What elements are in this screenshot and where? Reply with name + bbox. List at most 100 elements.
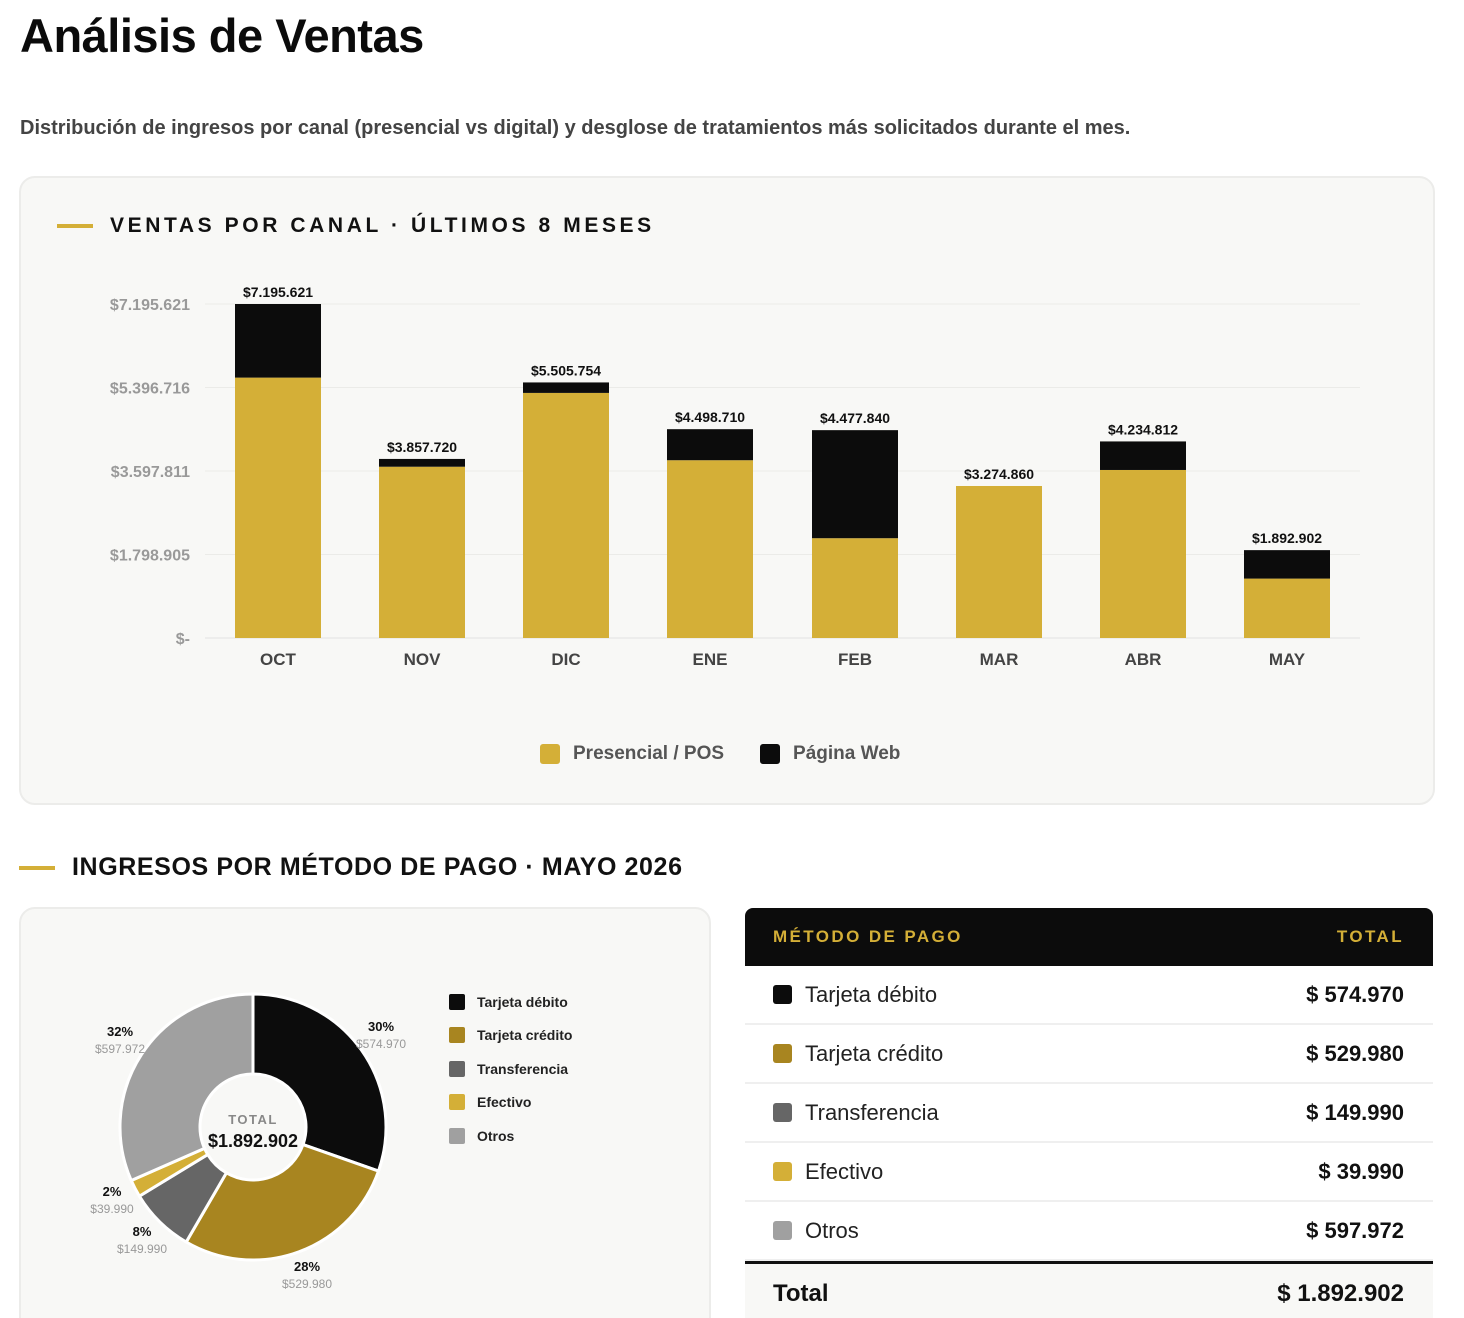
legend-label-web: Página Web [793, 743, 901, 764]
bar-web [379, 458, 465, 467]
section-accent-bar [19, 865, 55, 870]
donut-legend-item[interactable]: Otros [449, 1119, 572, 1153]
donut-legend-swatch [449, 1094, 465, 1111]
bar-total-label: $7.195.621 [243, 284, 313, 300]
table-header: MÉTODO DE PAGO TOTAL [745, 908, 1433, 966]
slice-percent-label: 8% [133, 1224, 152, 1239]
bar-presencial [667, 460, 753, 638]
section-accent-bar [57, 224, 93, 228]
bar-web [667, 429, 753, 461]
bar-web [1100, 441, 1186, 470]
row-swatch [773, 1162, 792, 1181]
x-tick-label: ABR [1125, 650, 1162, 669]
table-row[interactable]: Efectivo $ 39.990 [745, 1143, 1433, 1202]
donut-legend-label: Transferencia [477, 1060, 569, 1077]
bar-total-label: $4.498.710 [675, 409, 745, 425]
slice-amount-label: $597.972 [95, 1042, 145, 1056]
legend-swatch-web [760, 744, 781, 764]
donut-slice [184, 1142, 381, 1262]
channel-section-title: VENTAS POR CANAL · ÚLTIMOS 8 MESES [110, 214, 655, 237]
donut-legend-swatch [449, 993, 465, 1010]
slice-amount-label: $39.990 [90, 1202, 134, 1216]
page-title: Análisis de Ventas [20, 9, 424, 62]
x-tick-label: DIC [551, 650, 580, 669]
slice-percent-label: 2% [103, 1184, 122, 1199]
bar-total-label: $3.857.720 [387, 439, 457, 455]
slice-amount-label: $529.980 [282, 1277, 332, 1291]
donut-center-label: TOTAL [228, 1112, 278, 1127]
bar-presencial [235, 377, 321, 638]
row-swatch [773, 1103, 792, 1122]
total-value: $ 1.892.902 [1277, 1279, 1404, 1307]
row-method: Tarjeta débito [805, 981, 938, 1007]
row-swatch [773, 1044, 792, 1063]
donut-legend-item[interactable]: Transferencia [449, 1052, 572, 1086]
bar-total-label: $5.505.754 [531, 362, 601, 378]
y-tick-label: $1.798.905 [110, 548, 190, 565]
donut-legend-item[interactable]: Tarjeta crédito [449, 1019, 572, 1053]
donut-slice [118, 992, 255, 1183]
header-total: TOTAL [1336, 927, 1404, 946]
row-method: Otros [805, 1217, 859, 1243]
channel-bar-chart: $- $1.798.905 $3.597.811 $5.396.716 $7.195.6… [110, 284, 1360, 669]
donut-center-value: $1.892.902 [208, 1131, 298, 1151]
bar-presencial [523, 392, 609, 638]
bar-presencial [812, 538, 898, 638]
row-total: $ 574.970 [1306, 981, 1404, 1007]
page-subtitle: Distribución de ingresos por canal (pres… [20, 117, 1131, 139]
slice-amount-label: $574.970 [356, 1037, 406, 1051]
slice-percent-label: 28% [294, 1259, 320, 1274]
payment-section-header: INGRESOS POR MÉTODO DE PAGO · MAYO 2026 [19, 853, 683, 882]
donut-legend-label: Efectivo [477, 1094, 532, 1111]
row-total: $ 529.980 [1306, 1040, 1404, 1066]
legend-label-presencial: Presencial / POS [573, 743, 725, 764]
bar-web [235, 304, 321, 378]
donut-legend-label: Tarjeta crédito [477, 1027, 573, 1044]
slice-amount-label: $149.990 [117, 1242, 167, 1256]
legend-item-presencial[interactable]: Presencial / POS [540, 743, 724, 765]
bar-total-label: $1.892.902 [1252, 530, 1322, 546]
row-method: Efectivo [805, 1158, 884, 1184]
row-method: Tarjeta crédito [805, 1040, 944, 1066]
bar-total-label: $4.234.812 [1108, 421, 1178, 437]
y-tick-label: $5.396.716 [110, 381, 190, 398]
channel-section-header: VENTAS POR CANAL · ÚLTIMOS 8 MESES [57, 214, 655, 238]
legend-swatch-presencial [540, 744, 560, 764]
header-method: MÉTODO DE PAGO [773, 927, 963, 946]
row-method: Transferencia [805, 1099, 939, 1125]
donut-legend-swatch [449, 1060, 465, 1077]
x-tick-label: ENE [693, 650, 728, 669]
payment-method-table: MÉTODO DE PAGO TOTAL Tarjeta débito $ 57… [745, 908, 1433, 1318]
x-tick-label: OCT [260, 650, 297, 669]
donut-legend-item[interactable]: Efectivo [449, 1086, 572, 1120]
bar-presencial [1244, 578, 1330, 638]
bar-total-label: $4.477.840 [820, 410, 890, 426]
table-row[interactable]: Transferencia $ 149.990 [745, 1084, 1433, 1143]
payment-donut-chart: 30% $574.970 28% $529.980 8% $149.990 2% $39.99… [90, 992, 406, 1291]
payment-section-title: INGRESOS POR MÉTODO DE PAGO · MAYO 2026 [72, 853, 683, 881]
slice-percent-label: 32% [107, 1024, 133, 1039]
table-row[interactable]: Otros $ 597.972 [745, 1202, 1433, 1261]
x-tick-label: FEB [838, 650, 872, 669]
donut-legend-swatch [449, 1127, 465, 1144]
donut-legend-label: Tarjeta débito [477, 993, 568, 1010]
row-swatch [773, 1221, 792, 1240]
slice-percent-label: 30% [368, 1019, 394, 1034]
row-total: $ 597.972 [1306, 1217, 1404, 1243]
row-swatch [773, 985, 792, 1004]
bar-web [523, 382, 609, 393]
donut-legend-item[interactable]: Tarjeta débito [449, 985, 572, 1019]
x-tick-label: MAR [980, 650, 1019, 669]
bar-web [1244, 550, 1330, 579]
bar-web [812, 430, 898, 539]
table-row[interactable]: Tarjeta débito $ 574.970 [745, 966, 1433, 1025]
donut-legend: Tarjeta débito Tarjeta crédito Transfere… [449, 985, 572, 1153]
bar-presencial [1100, 469, 1186, 638]
x-tick-label: MAY [1269, 650, 1306, 669]
total-label: Total [773, 1279, 829, 1307]
table-row[interactable]: Tarjeta crédito $ 529.980 [745, 1025, 1433, 1084]
legend-item-web[interactable]: Página Web [760, 743, 900, 765]
y-tick-label: $- [176, 631, 190, 648]
y-tick-label: $3.597.811 [111, 464, 190, 481]
donut-legend-swatch [449, 1027, 465, 1044]
